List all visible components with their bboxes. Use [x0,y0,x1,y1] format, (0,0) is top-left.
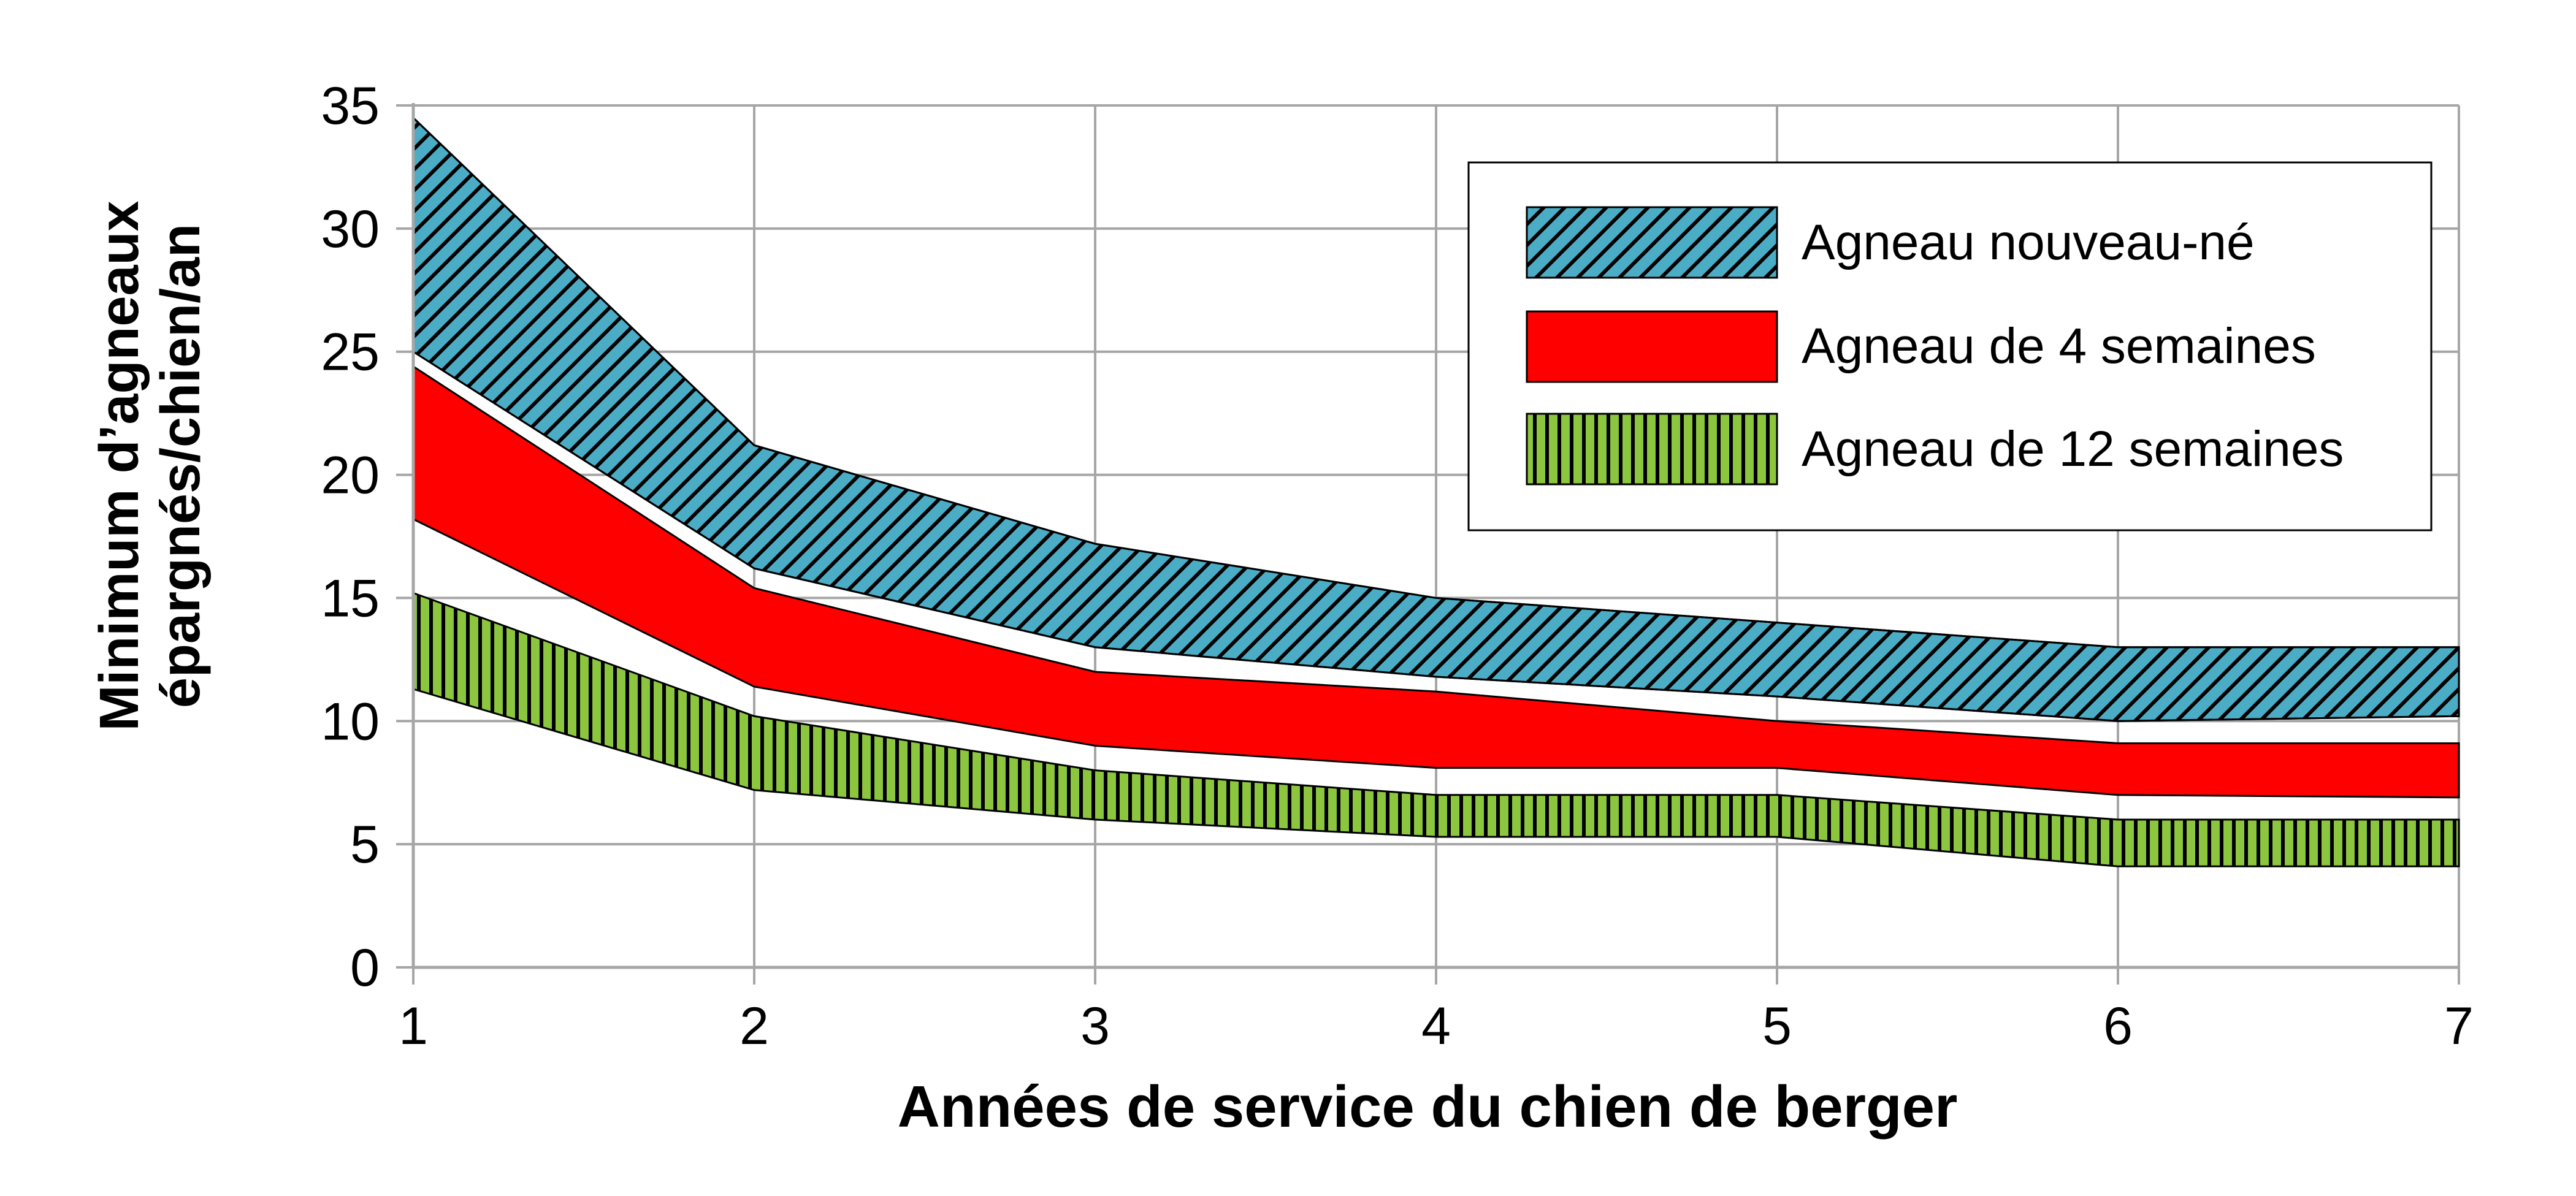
bands [412,115,2460,867]
x-tick-label-1: 2 [740,997,769,1056]
y-tick-label-7: 35 [321,77,380,135]
x-tick-label-6: 7 [2444,997,2474,1056]
x-tick-label-0: 1 [399,997,428,1056]
x-tick-label-4: 5 [1762,997,1792,1056]
band-newborn-outline [412,115,2460,722]
y-tick-label-4: 20 [321,446,380,505]
y-axis-title-line1: Minimum d’agneaux [89,200,150,731]
legend-label-newborn: Agneau nouveau-né [1802,215,2255,270]
axes [396,103,2460,985]
y-tick-label-1: 5 [350,815,380,874]
legend-label-12weeks: Agneau de 12 semaines [1802,421,2344,477]
y-tick-label-6: 30 [321,200,380,259]
legend-swatch-newborn [1526,206,1778,279]
band-12-weeks [412,592,2460,867]
legend-label-4weeks: Agneau de 4 semaines [1802,318,2316,374]
y-tick-label-0: 0 [350,939,380,997]
legend-swatch-12weeks [1526,413,1778,486]
x-tick-labels: 1 2 3 4 5 6 7 [399,997,2474,1056]
x-axis-title: Années de service du chien de berger [898,1074,1958,1140]
x-tick-label-3: 4 [1421,997,1451,1056]
y-axis-title-line2: épargnés/chien/an [150,224,212,708]
y-tick-labels: 0 5 10 15 20 25 30 35 [321,77,380,997]
y-tick-label-5: 25 [321,323,380,382]
band-4-weeks [412,365,2460,799]
legend-swatch-4weeks [1526,310,1778,383]
legend: Agneau nouveau-né Agneau de 4 semaines A… [1467,161,2433,531]
y-tick-label-3: 15 [321,569,380,628]
x-tick-label-5: 6 [2103,997,2133,1056]
y-axis-title: Minimum d’agneaux épargnés/chien/an [89,200,212,731]
y-tick-label-2: 10 [321,692,380,751]
x-tick-label-2: 3 [1080,997,1110,1056]
